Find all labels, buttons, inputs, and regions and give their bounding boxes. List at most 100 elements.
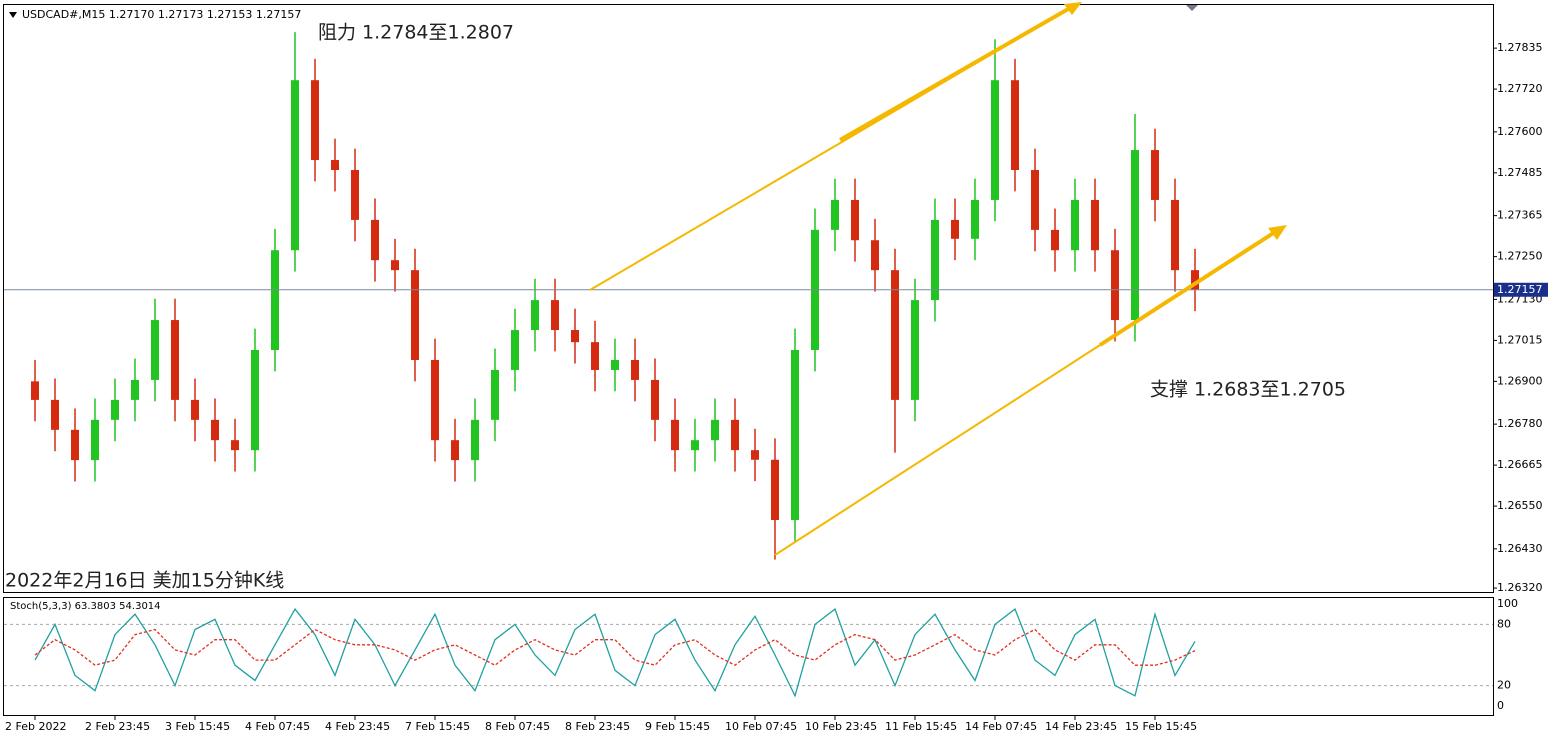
x-tick-label: 10 Feb 07:45 [725,720,797,733]
candle-body [511,330,519,370]
y-tick-label: 0 [1497,699,1504,712]
y-tick-label: 1.26780 [1497,417,1543,430]
candle-body [1191,270,1199,290]
candle-body [871,240,879,271]
candle-body [111,399,119,420]
candle-body [1051,229,1059,251]
x-tick-label: 10 Feb 23:45 [805,720,877,733]
x-tick-label: 4 Feb 23:45 [325,720,390,733]
y-tick-label: 1.26900 [1497,374,1543,387]
candle-body [1151,150,1159,200]
y-tick-label: 1.27250 [1497,250,1543,263]
y-tick-label: 1.26550 [1497,499,1543,512]
candle-body [471,419,479,461]
main-frame [3,4,1494,593]
arrow-head [1268,225,1287,240]
y-tick-label: 1.27720 [1497,82,1543,95]
candle-body [371,219,379,261]
candle-body [411,270,419,360]
x-tick-label: 3 Feb 15:45 [165,720,230,733]
x-tick-label: 2 Feb 23:45 [85,720,150,733]
stoch-line [34,628,1196,666]
candle-body [211,419,219,441]
candle-body [611,359,619,370]
x-tick-label: 14 Feb 23:45 [1045,720,1117,733]
y-tick-label: 1.26320 [1497,581,1543,594]
x-tick-label: 14 Feb 07:45 [965,720,1037,733]
y-tick-label: 1.27600 [1497,125,1543,138]
chart-caption: 2022年2月16日 美加15分钟K线 [5,570,284,592]
support-note: 支撑 1.2683至1.2705 [1150,379,1346,401]
arrow-head [1064,2,1082,15]
trend-line-bold [839,6,1071,142]
candle-body [571,330,579,343]
candle-body [591,342,599,370]
candle-body [1111,250,1119,321]
candle-body [891,270,899,400]
x-tick-label: 8 Feb 23:45 [565,720,630,733]
y-tick-label: 1.27485 [1497,166,1543,179]
y-tick-label: 1.26430 [1497,542,1543,555]
candle-body [671,419,679,451]
x-tick-label: 8 Feb 07:45 [485,720,550,733]
candle-body [731,419,739,451]
candle-body [191,399,199,420]
candle-body [631,359,639,380]
x-tick-label: 7 Feb 15:45 [405,720,470,733]
candle-body [1071,199,1079,251]
candle-body [711,419,719,441]
candle-body [71,429,79,461]
candle-body [431,359,439,441]
y-tick-label: 100 [1497,597,1518,610]
candle-body [531,300,539,331]
candle-body [1031,170,1039,230]
candle-body [551,300,559,331]
menu-triangle [9,12,17,18]
y-tick-label: 1.27365 [1497,209,1543,222]
candle-body [851,199,859,241]
candle-body [351,170,359,220]
y-tick-label: 80 [1497,617,1511,630]
candle-body [771,459,779,521]
x-tick-label: 15 Feb 15:45 [1125,720,1197,733]
y-tick-label: 1.26665 [1497,458,1543,471]
x-tick-label: 9 Feb 15:45 [645,720,710,733]
shift-marker [1186,5,1198,11]
candle-body [1091,199,1099,251]
current-price-box [1494,282,1548,297]
candle-body [651,379,659,420]
candle-body [1171,199,1179,271]
candle-body [971,199,979,239]
x-tick-label: 11 Feb 15:45 [885,720,957,733]
candle-body [391,260,399,271]
candle-body [791,350,799,521]
stoch-line [34,607,1196,698]
candle-body [131,379,139,400]
support-line-bold [1098,230,1277,347]
candle-body [331,160,339,171]
y-tick-label: 20 [1497,679,1511,692]
x-tick-label: 2 Feb 2022 [5,720,66,733]
stoch-header: Stoch(5,3,3) 63.3803 54.3014 [10,601,161,612]
candle-body [1011,80,1019,171]
candle-body [311,80,319,161]
candle-body [231,440,239,451]
candle-body [991,80,999,200]
y-tick-label: 1.27015 [1497,333,1543,346]
candle-body [31,381,39,400]
candle-body [451,440,459,461]
candle-body [1131,150,1139,321]
candle-body [271,250,279,351]
candle-body [931,219,939,301]
candle-body [151,320,159,380]
candle-body [691,440,699,451]
y-tick-label: 1.27835 [1497,41,1543,54]
symbol-header: USDCAD#,M15 1.27170 1.27173 1.27153 1.27… [22,8,301,21]
candle-body [951,219,959,239]
candle-body [171,320,179,400]
candle-body [911,300,919,400]
candle-body [251,350,259,451]
x-tick-label: 4 Feb 07:45 [245,720,310,733]
candle-body [751,450,759,460]
